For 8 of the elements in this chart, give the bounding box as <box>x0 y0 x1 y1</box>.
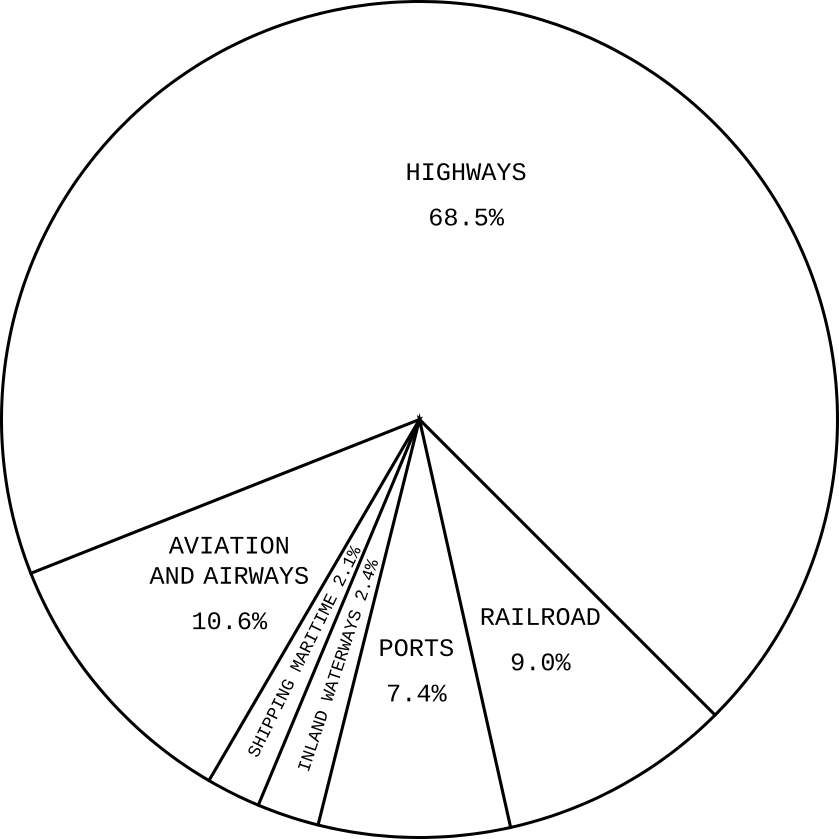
slice-label: PORTS <box>380 639 453 656</box>
slice-label: HIGHWAYS <box>408 163 526 180</box>
slice-label: AVIATION AND AIRWAYS <box>149 536 308 584</box>
data-label: 10.6% <box>193 612 268 630</box>
data-label: 68.5% <box>430 208 504 226</box>
data-label: 7.4% <box>388 684 447 702</box>
data-label: 9.0% <box>512 653 571 671</box>
slice-label: RAILROAD <box>482 608 600 626</box>
